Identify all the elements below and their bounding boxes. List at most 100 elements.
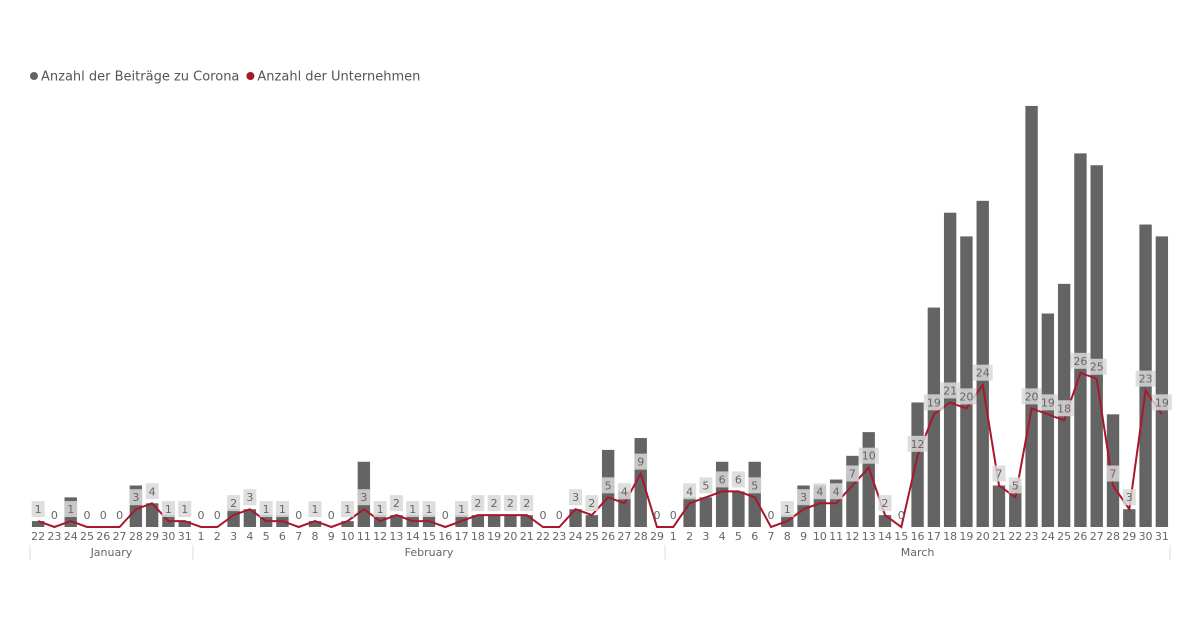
x-tick-label: 31 [178, 530, 192, 543]
x-tick-label: 3 [230, 530, 237, 543]
data-label-text: 5 [751, 479, 758, 492]
data-label-bg [1037, 394, 1058, 411]
data-label-bg [617, 483, 631, 500]
x-tick-label: 26 [1073, 530, 1087, 543]
data-label: 2 [520, 495, 534, 512]
data-label: 19 [923, 394, 944, 411]
bar [927, 307, 941, 527]
data-label: 7 [1106, 465, 1120, 482]
data-label-text: 6 [719, 473, 726, 486]
data-label-text: 6 [735, 473, 742, 486]
data-label-bg [1106, 465, 1120, 482]
data-label-text: 0 [214, 509, 221, 522]
bar [520, 515, 533, 527]
x-tick-label: 4 [246, 530, 253, 543]
data-label-bg [813, 483, 827, 500]
x-tick-label: 13 [862, 530, 876, 543]
data-label-text: 3 [1126, 491, 1133, 504]
data-label: 1 [373, 501, 387, 518]
data-label: 2 [487, 495, 501, 512]
data-label: 5 [1008, 477, 1022, 494]
data-label-bg [1151, 394, 1172, 411]
data-label-text: 7 [1110, 467, 1117, 480]
data-label-text: 0 [100, 509, 107, 522]
data-label: 6 [731, 471, 745, 488]
data-label-text: 4 [621, 485, 628, 498]
data-label-bg [907, 435, 928, 452]
data-label-text: 23 [1139, 373, 1153, 386]
x-tick-label: 22 [536, 530, 550, 543]
data-label-bg [1086, 358, 1107, 375]
x-tick-label: 1 [198, 530, 205, 543]
data-label-text: 1 [67, 503, 74, 516]
data-label-bg [373, 501, 387, 518]
bar [1074, 153, 1087, 527]
bar [732, 491, 745, 527]
data-label-text: 0 [670, 509, 677, 522]
month-label: January [90, 546, 133, 559]
x-tick-label: 30 [1139, 530, 1153, 543]
data-label-text: 0 [768, 509, 775, 522]
data-label-bg [878, 495, 892, 512]
x-tick-label: 3 [702, 530, 709, 543]
data-label-text: 20 [959, 390, 973, 403]
x-tick-label: 8 [784, 530, 791, 543]
data-label-bg [259, 501, 273, 518]
data-label-text: 1 [312, 503, 319, 516]
x-tick-label: 18 [943, 530, 957, 543]
x-tick-label: 6 [279, 530, 286, 543]
data-label-text: 0 [328, 509, 335, 522]
data-label: 3 [357, 489, 371, 506]
data-label-text: 12 [911, 438, 925, 451]
data-label-bg [308, 501, 322, 518]
data-label-text: 5 [605, 479, 612, 492]
data-label-bg [780, 501, 794, 518]
data-label-bg [243, 489, 257, 506]
data-label: 3 [569, 489, 583, 506]
data-label: 18 [1054, 400, 1075, 417]
data-label-bg [1021, 388, 1042, 405]
data-label-text: 0 [442, 509, 449, 522]
x-tick-label: 29 [145, 530, 159, 543]
bar [1123, 509, 1136, 527]
data-label-bg [520, 495, 534, 512]
data-label-text: 4 [149, 485, 156, 498]
data-label-bg [1135, 370, 1156, 387]
data-label-bg [699, 477, 713, 494]
data-label-text: 4 [686, 485, 693, 498]
data-label-bg [797, 489, 811, 506]
data-label-text: 20 [1025, 390, 1039, 403]
data-label-bg [956, 388, 977, 405]
data-label-text: 0 [198, 509, 205, 522]
data-label: 1 [161, 501, 175, 518]
data-label-text: 1 [377, 503, 384, 516]
x-tick-label: 24 [569, 530, 583, 543]
data-label-bg [178, 501, 192, 518]
data-label-bg [715, 471, 729, 488]
x-tick-label: 24 [1041, 530, 1055, 543]
data-label-text: 5 [1012, 479, 1019, 492]
data-label: 0 [84, 509, 91, 522]
data-label-text: 1 [35, 503, 42, 516]
data-label-bg [731, 471, 745, 488]
data-label-text: 2 [474, 497, 481, 510]
x-tick-label: 27 [113, 530, 127, 543]
x-tick-label: 28 [129, 530, 143, 543]
x-tick-label: 20 [503, 530, 517, 543]
data-label: 24 [972, 364, 993, 381]
data-label-bg [992, 465, 1006, 482]
data-label-text: 3 [572, 491, 579, 504]
x-tick-label: 23 [1025, 530, 1039, 543]
data-label: 1 [308, 501, 322, 518]
data-label: 9 [634, 453, 648, 470]
data-label-bg [748, 477, 762, 494]
x-tick-label: 5 [263, 530, 270, 543]
x-tick-label: 17 [927, 530, 941, 543]
data-label: 0 [214, 509, 221, 522]
x-tick-label: 30 [161, 530, 175, 543]
data-label: 1 [259, 501, 273, 518]
legend-label: Anzahl der Unternehmen [257, 70, 420, 85]
data-label-text: 3 [800, 491, 807, 504]
data-label: 1 [422, 501, 436, 518]
bar [1041, 313, 1055, 527]
